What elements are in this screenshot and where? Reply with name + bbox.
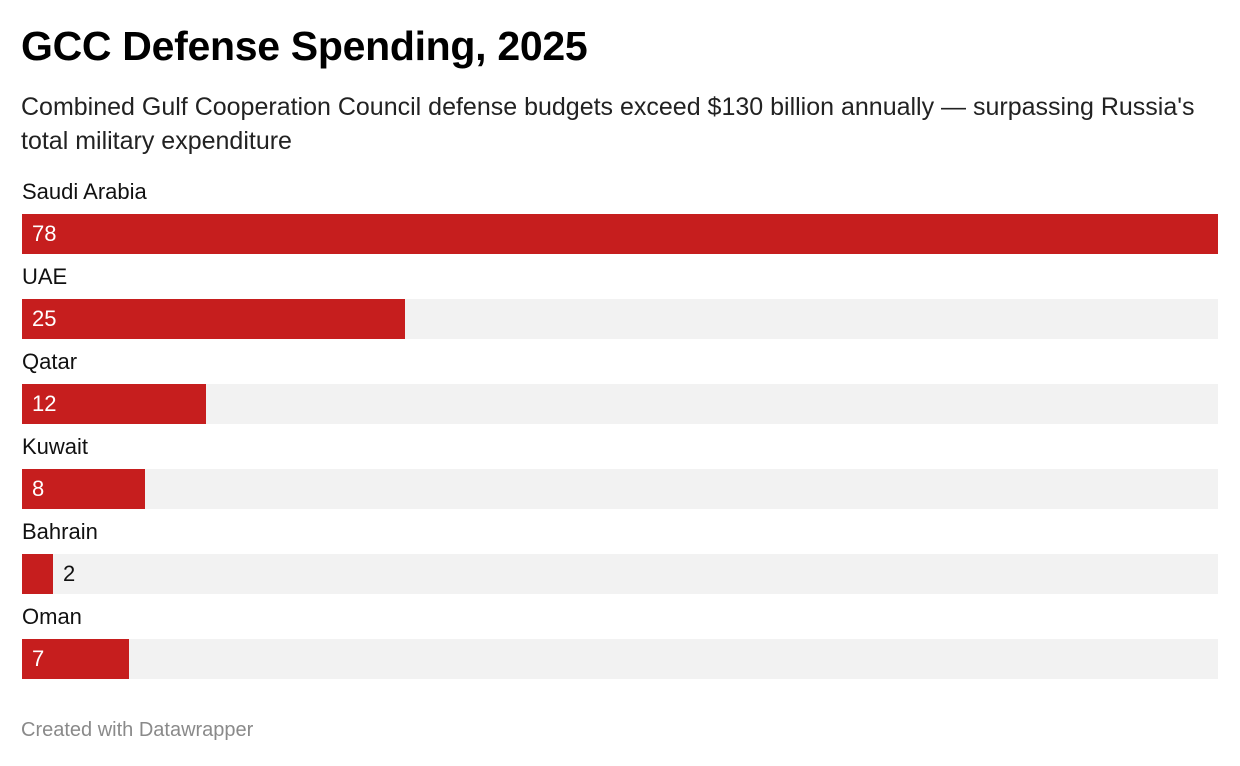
- chart-title: GCC Defense Spending, 2025: [21, 23, 588, 69]
- bar-track-saudi-arabia: 78: [22, 214, 1218, 254]
- bar-track-kuwait: 8: [22, 469, 1218, 509]
- bar-kuwait[interactable]: [22, 469, 145, 509]
- category-label-oman: Oman: [22, 604, 82, 629]
- category-label-saudi-arabia: Saudi Arabia: [22, 179, 147, 204]
- bar-track-uae: 25: [22, 299, 1218, 339]
- category-label-kuwait: Kuwait: [22, 434, 89, 459]
- bar-group-oman: Oman 7: [22, 601, 1218, 686]
- bar-group-qatar: Qatar 12: [22, 346, 1218, 431]
- value-label-qatar: 12: [32, 391, 57, 416]
- category-label-qatar: Qatar: [22, 349, 78, 374]
- bar-group-kuwait: Kuwait 8: [22, 431, 1218, 516]
- bar-track-qatar: 12: [22, 384, 1218, 424]
- bar-qatar[interactable]: [22, 384, 206, 424]
- value-label-bahrain: 2: [63, 561, 76, 586]
- bar-track-bahrain: 2: [22, 554, 1218, 594]
- value-label-saudi-arabia: 78: [32, 221, 57, 246]
- bar-group-bahrain: Bahrain 2: [22, 516, 1218, 601]
- bar-group-saudi-arabia: Saudi Arabia 78: [22, 176, 1218, 261]
- bar-group-uae: UAE 25: [22, 261, 1218, 346]
- bar-oman[interactable]: [22, 639, 129, 679]
- bar-chart: Saudi Arabia 78 UAE 25 Qatar 12 Kuwait 8 Bahrain…: [22, 176, 1218, 686]
- value-label-kuwait: 8: [32, 476, 45, 501]
- value-label-uae: 25: [32, 306, 57, 331]
- chart-subtitle: Combined Gulf Cooperation Council defens…: [21, 93, 1195, 155]
- category-label-bahrain: Bahrain: [22, 519, 98, 544]
- category-label-uae: UAE: [22, 264, 68, 289]
- bar-bahrain[interactable]: [22, 554, 53, 594]
- bar-uae[interactable]: [22, 299, 405, 339]
- bar-saudi-arabia[interactable]: [22, 214, 1218, 254]
- bar-track-oman: 7: [22, 639, 1218, 679]
- value-label-oman: 7: [32, 646, 45, 671]
- datawrapper-credit[interactable]: Created with Datawrapper: [21, 719, 254, 741]
